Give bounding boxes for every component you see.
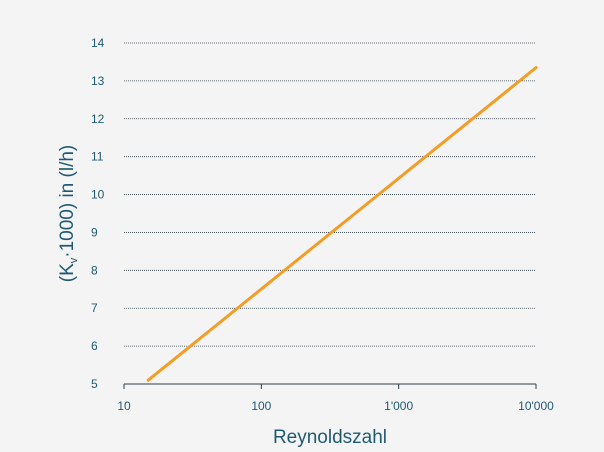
y-tick-label-6: 6 xyxy=(91,339,98,353)
y-tick-label-5: 5 xyxy=(91,377,98,391)
y-tick-label-8: 8 xyxy=(91,263,98,277)
y-tick-label-13: 13 xyxy=(91,74,105,88)
y-tick-label-10: 10 xyxy=(91,188,105,202)
y-tick-label-14: 14 xyxy=(91,36,105,50)
y-axis-title-rest: ·1000) in (l/h) xyxy=(57,145,78,258)
x-tick-label-100: 100 xyxy=(251,399,271,413)
y-axis-title-prefix: (K xyxy=(57,263,78,282)
y-axis-title: (Kv·1000) in (l/h) xyxy=(57,145,80,283)
x-tick-label-10: 10 xyxy=(117,399,131,413)
x-axis-title: Reynoldszahl xyxy=(273,427,387,448)
y-tick-label-11: 11 xyxy=(91,150,104,164)
y-axis-title-subscript: v xyxy=(68,257,80,263)
x-tick-label-10000: 10'000 xyxy=(518,399,554,413)
y-tick-label-7: 7 xyxy=(91,301,98,315)
y-tick-label-12: 12 xyxy=(91,112,105,126)
series-line-0 xyxy=(146,66,538,382)
y-tick-label-9: 9 xyxy=(91,225,98,239)
x-tick-label-1000: 1'000 xyxy=(384,399,413,413)
